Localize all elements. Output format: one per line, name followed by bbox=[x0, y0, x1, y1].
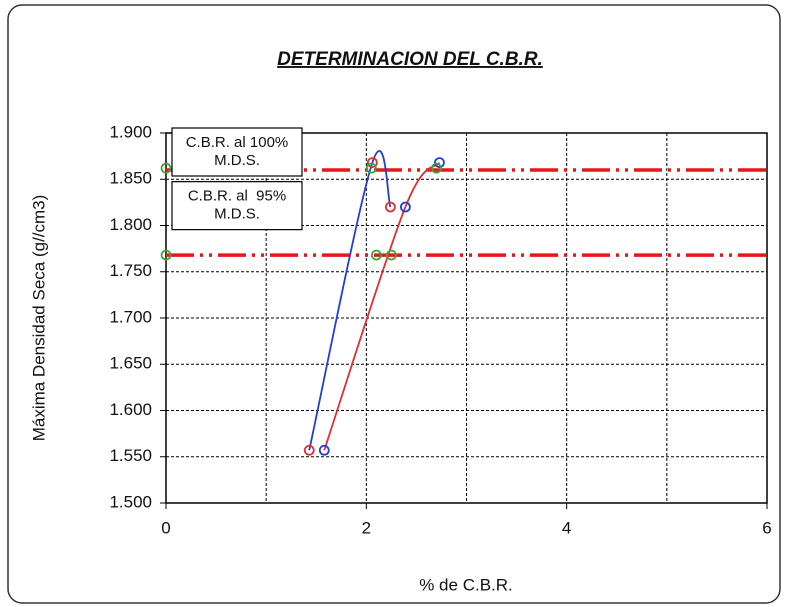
y-tick-label: 1.600 bbox=[109, 400, 152, 419]
series-line bbox=[323, 161, 441, 451]
x-tick-label: 4 bbox=[562, 518, 571, 537]
annotation-text: M.D.S. bbox=[214, 206, 260, 223]
x-tick-label: 6 bbox=[762, 518, 771, 537]
y-tick-label: 1.550 bbox=[109, 446, 152, 465]
chart-title: DETERMINACION DEL C.B.R. bbox=[277, 49, 543, 70]
y-tick-label: 1.500 bbox=[109, 492, 152, 511]
data-point bbox=[160, 162, 172, 174]
data-point bbox=[303, 444, 315, 456]
annotation-box bbox=[171, 181, 303, 231]
x-tick-label: 2 bbox=[362, 518, 371, 537]
series-line bbox=[308, 150, 392, 451]
data-point bbox=[384, 201, 396, 213]
annotation-text: C.B.R. al 95% bbox=[188, 188, 286, 205]
data-point bbox=[365, 162, 377, 174]
y-tick-label: 1.650 bbox=[109, 354, 152, 373]
y-tick-label: 1.850 bbox=[109, 169, 152, 188]
annotation-text: C.B.R. al 100% bbox=[186, 134, 289, 151]
y-axis-label: Máxima Densidad Seca (g//cm3) bbox=[29, 195, 48, 442]
data-point bbox=[399, 201, 411, 213]
x-tick-label: 0 bbox=[161, 518, 170, 537]
data-point bbox=[385, 249, 397, 261]
y-tick-label: 1.900 bbox=[109, 122, 152, 141]
y-tick-label: 1.700 bbox=[109, 307, 152, 326]
data-point bbox=[431, 162, 442, 174]
annotation-text: M.D.S. bbox=[214, 152, 260, 169]
y-tick-label: 1.800 bbox=[109, 215, 152, 234]
x-axis-label: % de C.B.R. bbox=[419, 575, 513, 594]
data-point bbox=[370, 249, 382, 261]
data-point bbox=[318, 444, 330, 456]
data-point bbox=[434, 157, 445, 169]
y-tick-label: 1.750 bbox=[109, 261, 152, 280]
annotation-box bbox=[171, 127, 303, 177]
data-point bbox=[366, 157, 378, 169]
data-point bbox=[160, 249, 172, 261]
